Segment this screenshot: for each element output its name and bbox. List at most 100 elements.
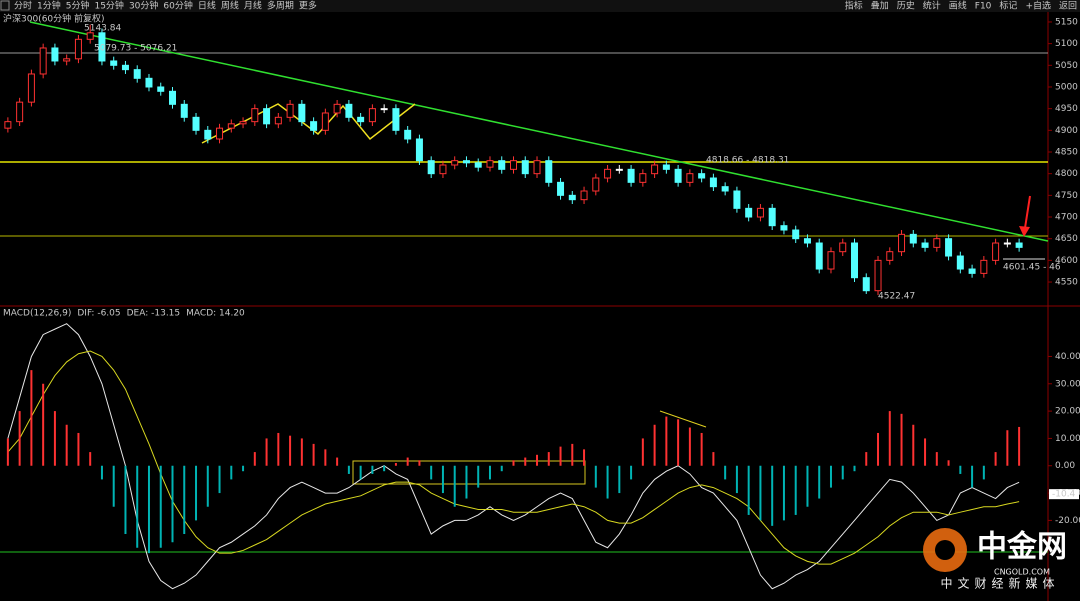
candle-body [933,238,941,248]
y-tick-label: 4650 [1055,234,1078,244]
candle-body [698,173,706,179]
tab[interactable]: 15分钟 [94,0,123,12]
site: CNGOLD.COM [994,568,1050,577]
candle-body [239,121,247,125]
candle-body [627,168,635,183]
candle-body [274,116,282,125]
candle-body [780,225,788,231]
candle-body [886,251,894,261]
candle-body [768,207,776,227]
y-tick-label: 4700 [1055,213,1078,223]
candle-body [533,160,541,175]
y-tick-label: 4550 [1055,278,1078,288]
tab[interactable]: 指标 [845,0,863,12]
candle-body [180,103,188,118]
candle-body [368,108,376,123]
current-box [1049,489,1079,500]
candle-body [157,86,165,92]
candle-body [968,268,976,274]
current-label: -10.4 [1052,490,1076,500]
candle-body [956,255,964,270]
candle-body [792,229,800,240]
tab[interactable]: 更多 [299,0,317,12]
tab[interactable]: 1分钟 [37,0,61,12]
candle-body [839,242,847,253]
candle-body [733,190,741,209]
tab[interactable]: 30分钟 [129,0,158,12]
price-note: 4818.66 - 4818.31 [706,156,789,166]
tab[interactable]: 周线 [221,0,239,12]
y-tick-label: 30.00 [1055,379,1080,389]
y-tick-label: 4750 [1055,191,1078,201]
y-tick-label: 4800 [1055,169,1078,179]
candle-body [615,168,623,171]
tab[interactable]: 日线 [198,0,216,12]
candle-body [709,177,717,188]
candle-body [404,129,412,140]
candle-body [874,259,882,292]
candle-body [321,112,329,131]
brand: 中金网 [977,530,1067,565]
tab[interactable]: F10 [975,2,992,12]
candle-body [286,103,294,118]
y-tick-label: 4850 [1055,147,1078,157]
arrow [1024,195,1031,229]
tab[interactable]: 多周期 [267,0,294,12]
slogan: 中文财经新媒体 [940,576,1059,591]
candle-body [568,194,576,201]
candle-body [721,186,729,192]
tab[interactable]: 60分钟 [163,0,192,12]
candle-body [451,160,459,166]
candle-body [63,58,71,62]
tab[interactable]: 月线 [244,0,262,12]
y-tick-label: 5050 [1055,61,1078,71]
candle-body [592,177,600,192]
candle-body [1003,242,1011,245]
trend-line [29,21,1049,242]
tab[interactable]: +自选 [1025,0,1051,12]
tab[interactable]: 画线 [949,0,967,12]
toolbar-bg [0,0,1080,12]
candle-body [662,164,670,170]
price-note: 5079.73 - 5076.21 [94,44,177,54]
candle-body [862,277,870,292]
y-tick-label: 4900 [1055,126,1078,136]
price-note: 4522.47 [878,292,915,302]
tab[interactable]: 标记 [999,0,1017,12]
candle-body [427,160,435,175]
tab[interactable]: 叠加 [871,1,889,12]
candle-body [557,181,565,196]
legend-entry: MACD: 14.20 [186,309,245,319]
candle-body [651,164,659,175]
y-tick-label: 4600 [1055,256,1078,266]
tab[interactable]: 分时 [14,0,32,12]
candle-body [980,259,988,274]
candle-body [510,160,517,170]
candle-body [898,233,906,253]
candle-body [169,90,176,105]
candle-body [333,103,341,114]
candle-body [851,242,858,279]
macd-line [7,323,1020,590]
candle-body [380,108,388,111]
y-tick-label: 5150 [1055,17,1078,27]
candle-body [1015,242,1023,248]
candle-body [992,242,1000,261]
y-tick-label: 20.00 [1055,407,1080,417]
candle-body [192,116,200,131]
y-tick-label: 4950 [1055,104,1078,114]
candle-body [86,32,94,40]
candle-body [909,233,917,244]
candle-body [39,47,47,75]
tab[interactable]: 历史 [897,0,915,12]
menu-icon[interactable] [0,0,10,11]
candle-body [16,101,24,123]
tab[interactable]: 统计 [923,0,941,12]
tab[interactable]: 返回 [1059,0,1077,12]
candle-body [521,160,529,175]
tab[interactable]: 5分钟 [66,0,90,12]
candle-body [803,238,811,244]
